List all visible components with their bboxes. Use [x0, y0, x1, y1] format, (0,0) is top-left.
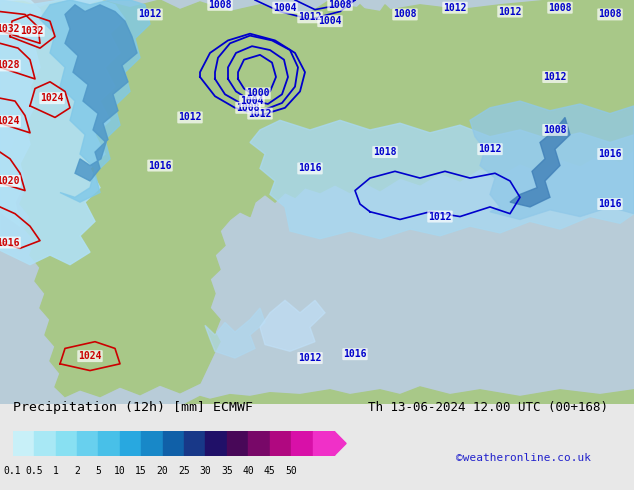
- Polygon shape: [205, 308, 265, 358]
- Text: 1008: 1008: [208, 0, 232, 10]
- Polygon shape: [510, 118, 570, 207]
- Text: 0.1: 0.1: [4, 466, 22, 475]
- Text: 1012: 1012: [249, 109, 272, 119]
- Text: 50: 50: [285, 466, 297, 475]
- Bar: [269, 431, 291, 456]
- Text: 25: 25: [178, 466, 190, 475]
- Text: 1012: 1012: [298, 353, 321, 363]
- Bar: [120, 431, 141, 456]
- Text: 40: 40: [242, 466, 254, 475]
- Text: 1004: 1004: [273, 3, 297, 13]
- Text: 1012: 1012: [543, 72, 567, 82]
- Text: 1020: 1020: [0, 176, 20, 186]
- Polygon shape: [198, 14, 238, 149]
- Bar: [34, 431, 56, 456]
- Bar: [205, 431, 227, 456]
- Polygon shape: [0, 0, 45, 226]
- Polygon shape: [0, 0, 634, 396]
- Polygon shape: [50, 29, 120, 60]
- Text: 1008: 1008: [393, 9, 417, 20]
- Bar: [313, 431, 334, 456]
- Text: ©weatheronline.co.uk: ©weatheronline.co.uk: [456, 453, 592, 463]
- Text: 1032: 1032: [0, 24, 20, 34]
- Bar: [227, 431, 249, 456]
- Text: 1008: 1008: [236, 103, 260, 113]
- Text: 1016: 1016: [598, 199, 622, 209]
- Text: 1: 1: [53, 466, 58, 475]
- Bar: [291, 431, 313, 456]
- Text: 1024: 1024: [40, 93, 64, 103]
- Text: Precipitation (12h) [mm] ECMWF: Precipitation (12h) [mm] ECMWF: [13, 401, 253, 414]
- Bar: [98, 431, 120, 456]
- Polygon shape: [0, 0, 125, 265]
- Text: 1016: 1016: [598, 149, 622, 159]
- Text: 1032: 1032: [20, 26, 44, 36]
- Text: 2: 2: [74, 466, 80, 475]
- Text: 1012: 1012: [298, 12, 321, 23]
- Polygon shape: [250, 121, 634, 239]
- Bar: [13, 431, 34, 456]
- Text: 1016: 1016: [298, 164, 321, 173]
- Bar: [184, 431, 205, 456]
- Bar: [77, 431, 98, 456]
- Polygon shape: [470, 101, 634, 220]
- Polygon shape: [65, 5, 137, 181]
- Text: 1016: 1016: [148, 161, 172, 171]
- Text: 20: 20: [157, 466, 169, 475]
- Text: 1012: 1012: [178, 112, 202, 122]
- Text: 1012: 1012: [138, 9, 162, 20]
- Text: 45: 45: [264, 466, 276, 475]
- Text: 1004: 1004: [240, 96, 264, 106]
- Text: 1024: 1024: [78, 351, 101, 361]
- Text: 1000: 1000: [246, 88, 269, 98]
- Text: 10: 10: [114, 466, 126, 475]
- Text: 1018: 1018: [373, 147, 397, 157]
- Text: 1008: 1008: [548, 3, 572, 13]
- Text: 1012: 1012: [498, 6, 522, 17]
- Text: 1016: 1016: [0, 238, 20, 247]
- Text: 1008: 1008: [543, 125, 567, 135]
- Text: 1012: 1012: [478, 144, 501, 154]
- Text: 1016: 1016: [343, 349, 366, 359]
- Polygon shape: [185, 387, 634, 404]
- Polygon shape: [260, 300, 325, 351]
- Text: 1004: 1004: [318, 16, 342, 26]
- Text: 1012: 1012: [428, 212, 452, 221]
- Bar: [56, 431, 77, 456]
- Text: 1008: 1008: [598, 9, 622, 20]
- Text: 1024: 1024: [0, 116, 20, 126]
- Text: Th 13-06-2024 12.00 UTC (00+168): Th 13-06-2024 12.00 UTC (00+168): [368, 401, 608, 414]
- Polygon shape: [40, 0, 150, 202]
- Text: 1008: 1008: [328, 0, 352, 10]
- Text: 1012: 1012: [443, 3, 467, 13]
- Bar: [163, 431, 184, 456]
- Text: 1028: 1028: [0, 60, 20, 71]
- Bar: [141, 431, 163, 456]
- Bar: [249, 431, 269, 456]
- Polygon shape: [265, 0, 555, 175]
- Text: 30: 30: [200, 466, 211, 475]
- Text: 15: 15: [135, 466, 147, 475]
- Text: 0.5: 0.5: [25, 466, 43, 475]
- Polygon shape: [334, 431, 346, 456]
- Text: 35: 35: [221, 466, 233, 475]
- Text: 5: 5: [96, 466, 101, 475]
